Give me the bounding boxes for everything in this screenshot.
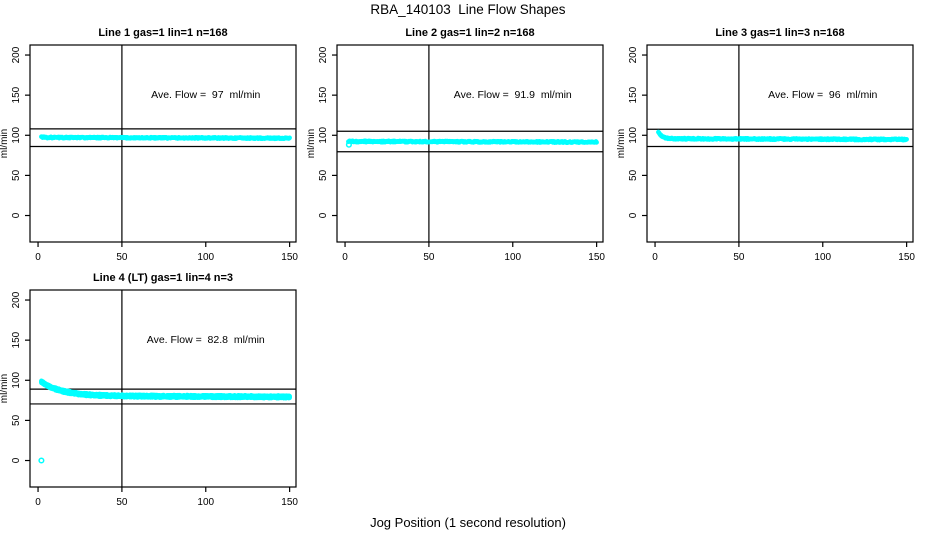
x-tick-label: 100 <box>814 252 831 263</box>
ave-flow-annotation: Ave. Flow = 96 ml/min <box>768 89 877 101</box>
flow-data-points <box>39 134 292 142</box>
line3-chart: 0 50 100 150 200 ml/min 0 50 100 150 Line 3 gas=1 … <box>617 27 915 263</box>
x-tick-label: 150 <box>588 252 605 263</box>
x-tick-label: 100 <box>504 252 521 263</box>
x-tick-label: 0 <box>342 252 348 263</box>
x-tick-label: 150 <box>281 252 298 263</box>
x-tick-label: 50 <box>733 252 745 263</box>
x-axis-label: Jog Position (1 second resolution) <box>370 515 566 530</box>
y-tick-label: 50 <box>11 414 22 426</box>
y-axis-title: ml/min <box>0 129 10 158</box>
y-tick-label: 0 <box>628 212 639 218</box>
y-tick-label: 200 <box>318 46 329 63</box>
y-tick-label: 50 <box>318 169 329 181</box>
ave-flow-annotation: Ave. Flow = 97 ml/min <box>151 89 260 101</box>
panel-title: Line 1 gas=1 lin=1 n=168 <box>98 27 227 39</box>
flow-data-points <box>656 129 909 143</box>
data-point <box>287 393 292 399</box>
y-axis-title: ml/min <box>0 374 10 403</box>
x-tick-label: 0 <box>35 497 41 508</box>
outlier-point <box>38 457 45 464</box>
ave-flow-annotation: Ave. Flow = 82.8 ml/min <box>147 334 265 346</box>
plot-box <box>646 44 914 243</box>
x-tick-label: 150 <box>281 497 298 508</box>
subplot-line-2: 0 50 100 150 200 ml/min 0 50 100 150 Line 2 gas=1 … <box>307 20 627 270</box>
x-tick-label: 50 <box>423 252 435 263</box>
y-tick-label: 0 <box>11 457 22 463</box>
plot-box <box>29 44 297 243</box>
data-point <box>287 135 292 141</box>
y-tick-label: 150 <box>318 86 329 103</box>
y-tick-label: 100 <box>318 126 329 143</box>
panel-title: Line 2 gas=1 lin=2 n=168 <box>405 27 534 39</box>
y-tick-label: 150 <box>11 86 22 103</box>
y-axis-title: ml/min <box>617 129 627 158</box>
ave-flow-annotation: Ave. Flow = 91.9 ml/min <box>454 89 572 101</box>
y-tick-label: 200 <box>11 46 22 63</box>
y-tick-label: 100 <box>11 126 22 143</box>
figure-title: RBA_140103 Line Flow Shapes <box>370 2 566 17</box>
line1-chart: 0 50 100 150 200 ml/min 0 50 100 150 Line 1 gas=1 … <box>0 27 298 263</box>
x-tick-label: 0 <box>35 252 41 263</box>
line2-chart: 0 50 100 150 200 ml/min 0 50 100 150 Line 2 gas=1 … <box>307 27 605 263</box>
y-tick-label: 150 <box>11 331 22 348</box>
y-axis-title: ml/min <box>307 129 317 158</box>
y-tick-label: 100 <box>628 126 639 143</box>
x-tick-label: 50 <box>116 252 128 263</box>
x-tick-label: 100 <box>197 252 214 263</box>
x-tick-label: 150 <box>898 252 915 263</box>
y-tick-label: 50 <box>11 169 22 181</box>
x-tick-label: 0 <box>652 252 658 263</box>
x-tick-label: 50 <box>116 497 128 508</box>
subplot-line-1: 0 50 100 150 200 ml/min 0 50 100 150 Line 1 gas=1 … <box>0 20 320 270</box>
y-tick-label: 0 <box>318 212 329 218</box>
plot-box <box>29 289 297 488</box>
plot-box <box>336 44 604 243</box>
y-tick-label: 50 <box>628 169 639 181</box>
line4-chart: 0 50 100 150 200 ml/min 0 50 100 150 Line 4 (LT) g… <box>0 272 298 508</box>
x-tick-label: 100 <box>197 497 214 508</box>
y-tick-label: 200 <box>628 46 639 63</box>
y-tick-label: 200 <box>11 291 22 308</box>
panel-title: Line 4 (LT) gas=1 lin=4 n=3 <box>93 272 233 284</box>
outlier-point <box>345 141 352 148</box>
y-tick-label: 100 <box>11 371 22 388</box>
panel-title: Line 3 gas=1 lin=3 n=168 <box>715 27 844 39</box>
data-point <box>594 140 599 145</box>
flow-data-points <box>345 138 599 148</box>
y-tick-label: 0 <box>11 212 22 218</box>
data-point <box>904 136 909 142</box>
flow-data-points <box>38 378 292 464</box>
y-tick-label: 150 <box>628 86 639 103</box>
subplot-line-3: 0 50 100 150 200 ml/min 0 50 100 150 Line 3 gas=1 … <box>617 20 936 270</box>
subplot-line-4: 0 50 100 150 200 ml/min 0 50 100 150 Line 4 (LT) g… <box>0 265 320 515</box>
